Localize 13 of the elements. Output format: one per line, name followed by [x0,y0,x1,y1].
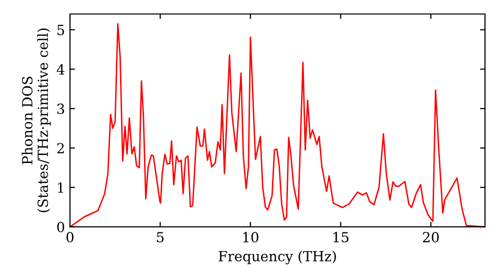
y-tick-label: 0 [57,222,64,232]
y-tick-label: 5 [57,24,64,36]
x-tick-label: 20 [422,232,439,242]
x-axis-title: Frequency (THz) [218,250,336,264]
x-tick-label: 15 [334,232,348,242]
x-tick-label: 10 [243,232,258,242]
y-tick-label: 3 [57,104,64,114]
y-tick-label: 1 [58,182,64,193]
x-tick-label: 0 [66,232,74,242]
y-axis-title: Phonon DOS (States/THz·primitive cell) [22,28,51,212]
y-tick-label: 4 [56,64,64,74]
x-tick-label: 5 [156,232,164,242]
y-tick-label: 2 [57,142,64,154]
